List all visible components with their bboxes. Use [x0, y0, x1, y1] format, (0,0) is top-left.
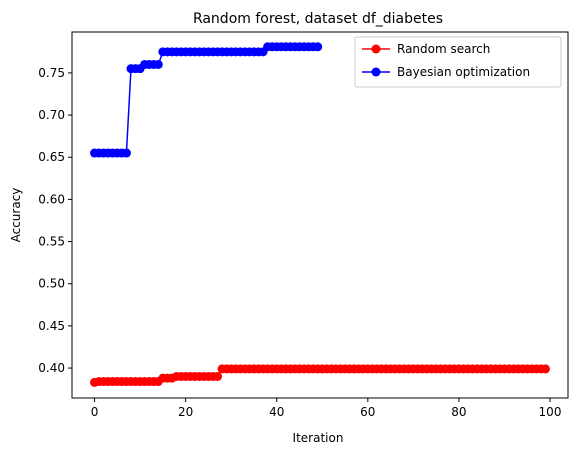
y-axis: 0.40 0.45 0.50 0.55 0.60 0.65 0.70 0.75: [38, 66, 72, 375]
series-layer: [90, 42, 550, 387]
legend: Random search Bayesian optimization: [354, 36, 562, 88]
legend-label-random-search: Random search: [397, 42, 490, 56]
y-tick-label: 0.65: [38, 150, 65, 164]
chart-title: Random forest, dataset df_diabetes: [193, 11, 443, 27]
plot-area: [71, 31, 569, 399]
y-tick-label: 0.50: [38, 277, 65, 291]
y-tick-label: 0.40: [38, 361, 65, 375]
x-tick-label: 60: [360, 405, 375, 419]
legend-marker-bayesian-optimization: [371, 67, 381, 77]
data-point: [313, 42, 323, 52]
x-tick-label: 100: [539, 405, 562, 419]
y-tick-label: 0.45: [38, 319, 65, 333]
y-tick-label: 0.75: [38, 66, 65, 80]
x-tick-label: 40: [269, 405, 284, 419]
x-tick-label: 0: [91, 405, 99, 419]
x-axis: 0 20 40 60 80 100: [91, 398, 562, 419]
data-point: [121, 148, 131, 158]
y-tick-label: 0.70: [38, 108, 65, 122]
y-tick-label: 0.55: [38, 235, 65, 249]
data-point: [540, 364, 550, 374]
y-axis-label: Accuracy: [9, 188, 23, 243]
x-axis-label: Iteration: [293, 431, 344, 445]
x-tick-label: 80: [451, 405, 466, 419]
x-tick-label: 20: [178, 405, 193, 419]
data-point: [213, 372, 223, 381]
legend-box: [354, 36, 562, 88]
y-tick-label: 0.60: [38, 192, 65, 206]
legend-marker-random-search: [371, 44, 381, 54]
plot-frame: [71, 31, 569, 399]
series-1: [90, 42, 323, 158]
series-0: [90, 364, 550, 387]
plot-background: [72, 32, 568, 398]
legend-label-bayesian-optimization: Bayesian optimization: [397, 65, 530, 79]
data-point: [153, 59, 163, 69]
